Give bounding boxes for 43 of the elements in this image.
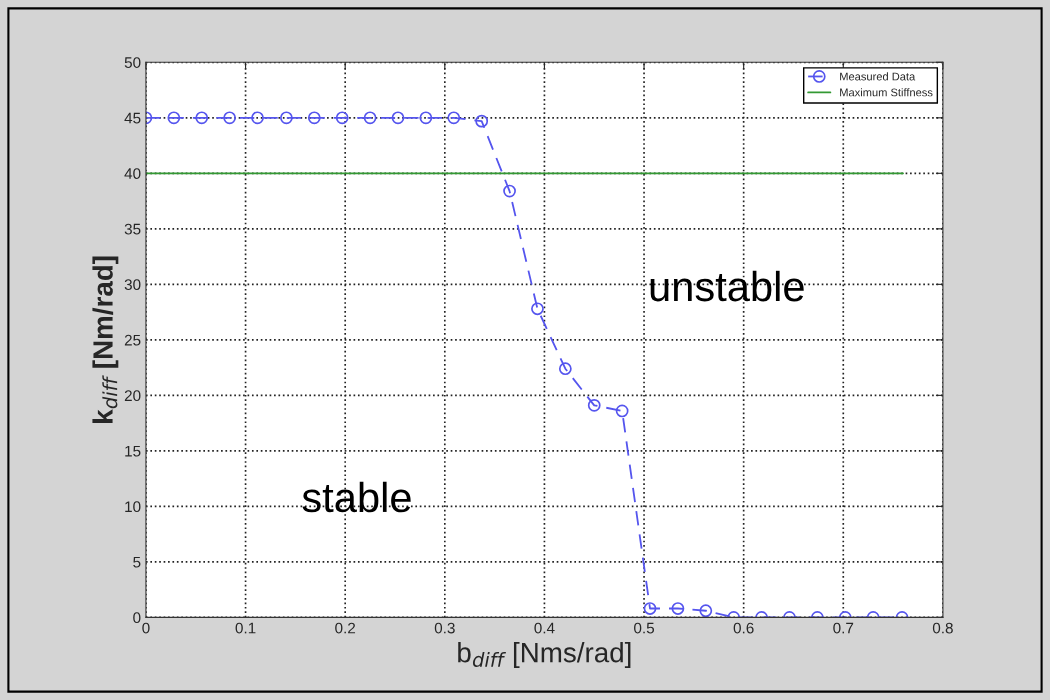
- point: [447, 111, 461, 125]
- x-tick-label: 0.5: [634, 622, 655, 634]
- y-tick-label: 50: [124, 57, 141, 68]
- x-tick-label: 0.3: [434, 622, 455, 634]
- x-tick-label: 0.1: [235, 622, 256, 634]
- point: [503, 184, 516, 198]
- y-tick-label: 35: [124, 223, 141, 235]
- legend-label: Measured Data: [840, 72, 916, 81]
- point: [558, 362, 572, 376]
- point: [475, 114, 489, 128]
- point: [223, 111, 237, 125]
- point: [531, 302, 544, 316]
- point: [587, 398, 601, 412]
- y-tick-label: 0: [133, 612, 141, 624]
- x-tick-label: 0.8: [932, 622, 953, 634]
- x-tick-label: 0.7: [833, 622, 854, 634]
- point: [419, 111, 433, 125]
- y-tick-label: 10: [125, 501, 141, 513]
- point: [280, 111, 293, 125]
- y-tick-label: 30: [124, 279, 141, 291]
- point: [335, 111, 349, 125]
- x-tick-label: 0: [142, 622, 150, 634]
- y-tick-label: 15: [125, 445, 141, 457]
- x-axis-title: b$_{diff}$ [Nms/rad]: [458, 642, 631, 668]
- point: [167, 111, 181, 125]
- annotation: unstable: [650, 270, 804, 302]
- x-tick-label: 0.6: [733, 622, 754, 634]
- point: [615, 404, 629, 418]
- y-tick-label: 25: [124, 334, 141, 346]
- y-tick-label: 20: [124, 390, 141, 402]
- annotation: stable: [302, 481, 411, 513]
- y-axis-title: k$_{diff}$ [Nm/rad]: [92, 256, 119, 423]
- y-tick-label: 40: [124, 168, 141, 180]
- point: [363, 111, 377, 125]
- y-tick-label: 5: [133, 556, 141, 568]
- point: [391, 111, 405, 125]
- point: [195, 111, 209, 125]
- point: [307, 111, 321, 125]
- y-tick-label: 45: [124, 112, 141, 124]
- legend-label: Maximum Stiffness: [840, 88, 933, 97]
- point: [251, 111, 264, 125]
- x-tick-label: 0.4: [534, 622, 555, 634]
- x-tick-label: 0.2: [335, 622, 356, 634]
